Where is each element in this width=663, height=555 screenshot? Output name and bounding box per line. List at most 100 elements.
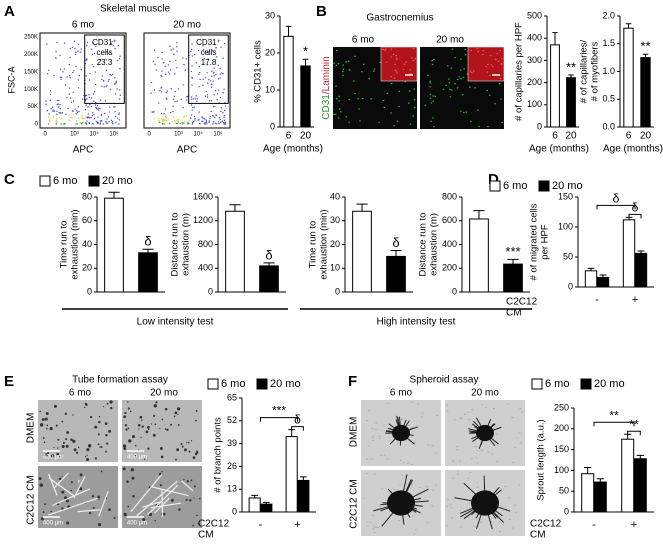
inset-speck [410,73,412,75]
panel-title: Spheroid assay [410,375,479,386]
flow-event [80,68,83,71]
flow-event [190,104,193,106]
y-tick-label: 20 [265,47,275,57]
vessel-speck [450,67,453,69]
cell-speck [128,439,132,443]
cell-speck [152,433,156,437]
cell-speck [175,458,177,461]
flow-event [106,118,108,120]
flow-event [167,71,170,73]
flow-gate-label: 17.8 [201,58,217,67]
inset-speck [470,72,473,74]
vessel-speck [413,88,415,90]
cell-speck [50,454,54,458]
y-tick-label: 100 [527,99,542,109]
flow-event [173,53,175,55]
error-bar [584,466,592,474]
vessel-speck [450,89,453,91]
flow-event [104,112,106,115]
micrograph [122,400,202,462]
flow-gate [188,34,229,104]
matrix-speck [456,449,459,451]
y-tick-label: 0 [452,286,457,296]
vessel-speck [338,100,340,102]
vessel-speck [337,63,340,65]
flow-event [223,121,225,124]
flow-xtick-label: 10⁴ [90,131,100,138]
flow-event [105,58,107,61]
significance: ** [566,59,576,74]
bar [593,481,607,513]
vessel-speck [335,64,338,67]
flow-event [55,120,57,123]
vessel-speck [342,71,344,73]
flow-event [86,45,88,47]
flow-gate-label: CD31⁺ [92,38,117,47]
matrix-speck [401,474,404,476]
flow-event [48,113,50,115]
inset-speck [500,62,503,64]
flow-event [52,110,54,113]
cell-speck [44,503,46,506]
significance: *** [505,244,520,259]
vessel-speck [431,60,433,62]
y-axis-label: # of migrated cells [529,203,540,280]
flow-event [88,96,91,98]
flow-event [101,75,103,77]
matrix-speck [500,506,503,508]
flow-event [90,48,93,51]
matrix-speck [435,484,438,486]
cell-speck [173,415,176,418]
flow-event [68,119,71,122]
flow-event [99,58,102,61]
panel-letter: D [488,171,499,188]
matrix-speck [507,497,510,499]
matrix-speck [454,419,457,421]
matrix-speck [362,497,365,499]
y-tick-label: 800 [442,191,457,201]
vessel-speck [463,111,465,114]
x-axis-label: C2C12 [530,519,562,530]
x-tick-label: + [294,519,300,531]
vessel-speck [432,100,435,102]
flow-event [161,118,163,120]
image-label: 6 mo [352,35,375,46]
inset-speck [500,63,503,65]
bar [584,270,598,288]
cell-speck [189,499,192,502]
inset-speck [394,69,396,71]
flow-event [196,100,198,102]
cell-speck [137,424,141,427]
flow-event [89,72,91,75]
cell-speck [108,508,111,512]
flow-event [86,41,89,44]
cell-speck [98,498,100,500]
inset-speck [497,60,500,62]
cell-speck [138,428,140,430]
vessel-speck [398,105,400,108]
flow-event [96,108,98,110]
x-tick-label: 20 [300,131,312,142]
cell-speck [154,423,157,426]
flow-event [107,116,110,118]
y-tick-label: 0.5 [602,94,615,104]
vessel-speck [363,63,365,65]
flow-event [171,120,174,123]
cell-speck [147,425,150,429]
bar [469,218,489,293]
matrix-speck [383,454,386,456]
flow-event [100,114,103,116]
matrix-speck [401,521,404,523]
x-axis-label: CM [530,530,546,541]
flow-ytick-label: 250K [24,35,38,41]
cell-speck [70,438,73,441]
flow-event [59,68,62,71]
vessel-speck [373,68,376,70]
flow-event [47,123,50,125]
stain-laminin: /Laminin [321,56,332,94]
cell-speck [86,457,90,462]
flow-event [172,98,175,101]
flow-event [94,71,97,73]
x-tick-label: 6 [286,131,292,142]
legend-swatch [531,378,543,390]
